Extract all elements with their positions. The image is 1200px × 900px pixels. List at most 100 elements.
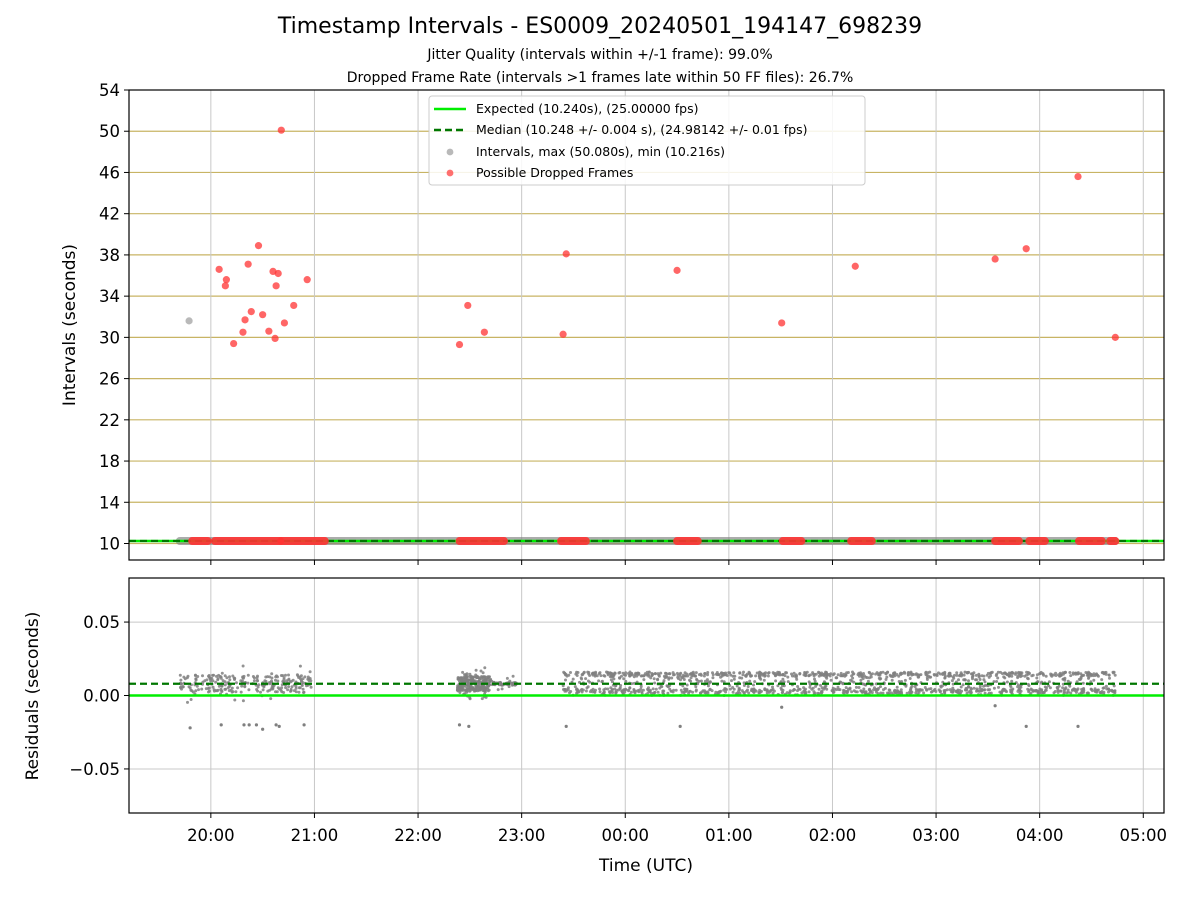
residual-point — [779, 680, 783, 684]
residual-point — [653, 681, 657, 685]
residual-point — [480, 697, 484, 701]
residual-point — [263, 679, 267, 683]
residual-point — [242, 676, 245, 680]
residual-point — [816, 691, 820, 695]
residual-point — [804, 672, 808, 676]
top-y-axis-label: Intervals (seconds) — [60, 244, 80, 406]
residual-point — [758, 671, 762, 675]
residual-point — [809, 673, 812, 677]
x-tick-label: 20:00 — [187, 826, 235, 845]
residual-point — [1112, 671, 1115, 675]
residual-point — [667, 677, 671, 681]
residual-point — [1102, 686, 1106, 690]
residual-outlier-point — [219, 723, 223, 727]
residual-point — [762, 672, 766, 676]
residual-point — [669, 689, 673, 693]
residual-point — [462, 676, 466, 680]
residual-point — [505, 676, 509, 680]
residual-point — [895, 673, 899, 676]
residual-point — [765, 691, 769, 695]
residual-point — [666, 691, 670, 695]
residual-point — [580, 673, 584, 677]
residual-point — [591, 673, 595, 677]
residual-point — [748, 671, 752, 675]
residual-point — [470, 687, 474, 691]
x-tick-label: 05:00 — [1119, 826, 1167, 845]
residual-point — [303, 675, 307, 679]
interval-point — [185, 317, 193, 325]
residual-point — [586, 685, 590, 689]
residual-point — [656, 677, 660, 681]
residual-point — [754, 674, 758, 678]
residual-point — [986, 671, 990, 675]
residual-point — [828, 674, 832, 678]
residual-point — [795, 677, 799, 681]
residual-point — [575, 674, 579, 677]
residual-point — [1076, 672, 1080, 676]
residual-point — [284, 686, 288, 690]
residual-point — [1068, 671, 1072, 674]
x-tick-label: 04:00 — [1016, 826, 1064, 845]
residual-point — [605, 670, 608, 674]
residual-point — [239, 690, 243, 694]
residual-point — [706, 680, 710, 684]
residual-point — [943, 688, 947, 692]
residual-point — [220, 690, 224, 693]
residual-point — [179, 682, 183, 686]
dropped-frame-point — [851, 262, 859, 270]
residual-point — [846, 671, 850, 674]
residual-point — [903, 678, 907, 682]
residual-point — [975, 689, 978, 693]
residual-point — [851, 676, 855, 680]
residual-point — [760, 689, 763, 693]
residual-point — [483, 666, 487, 670]
residual-point — [179, 678, 183, 682]
residual-point — [914, 691, 918, 695]
residual-point — [779, 686, 783, 690]
residual-point — [228, 675, 231, 679]
residual-point — [867, 670, 871, 674]
residual-point — [1001, 672, 1004, 676]
residual-point — [1093, 687, 1097, 691]
residual-point — [724, 690, 728, 694]
residual-point — [885, 675, 889, 679]
dropped-frame-point — [222, 276, 230, 284]
residual-point — [566, 686, 570, 690]
residual-point — [621, 671, 625, 675]
residual-point — [1025, 670, 1029, 674]
residual-point — [584, 677, 588, 681]
residual-point — [731, 690, 735, 694]
dropped-frame-point — [244, 260, 252, 268]
residual-point — [672, 688, 676, 692]
residual-point — [1100, 678, 1104, 682]
residual-point — [1089, 680, 1093, 684]
residual-point — [796, 689, 799, 693]
residual-point — [989, 674, 992, 678]
residual-point — [948, 672, 952, 676]
jitter-quality-subtitle: Jitter Quality (intervals within +/-1 fr… — [427, 47, 773, 63]
residual-point — [699, 691, 702, 695]
residual-point — [1045, 686, 1048, 690]
dropped-frame-point — [1074, 172, 1082, 181]
residual-point — [1068, 684, 1072, 688]
residual-point — [482, 675, 486, 679]
residual-point — [763, 688, 767, 692]
residual-point — [706, 671, 710, 674]
top-gridlines — [129, 90, 1164, 560]
residual-point — [1039, 670, 1043, 674]
residual-point — [661, 691, 665, 695]
residual-point — [610, 680, 614, 684]
residual-point — [1014, 671, 1018, 675]
residual-point — [236, 686, 240, 690]
residual-point — [781, 677, 785, 681]
residual-point — [474, 673, 478, 677]
residual-point — [610, 688, 614, 692]
residual-point — [1096, 688, 1100, 692]
residual-point — [1016, 674, 1020, 678]
residual-point — [602, 691, 606, 695]
residual-point — [955, 690, 959, 694]
residual-point — [1066, 688, 1070, 692]
residual-point — [755, 671, 759, 675]
dropped-frame-point — [277, 126, 285, 134]
residual-point — [234, 690, 238, 694]
